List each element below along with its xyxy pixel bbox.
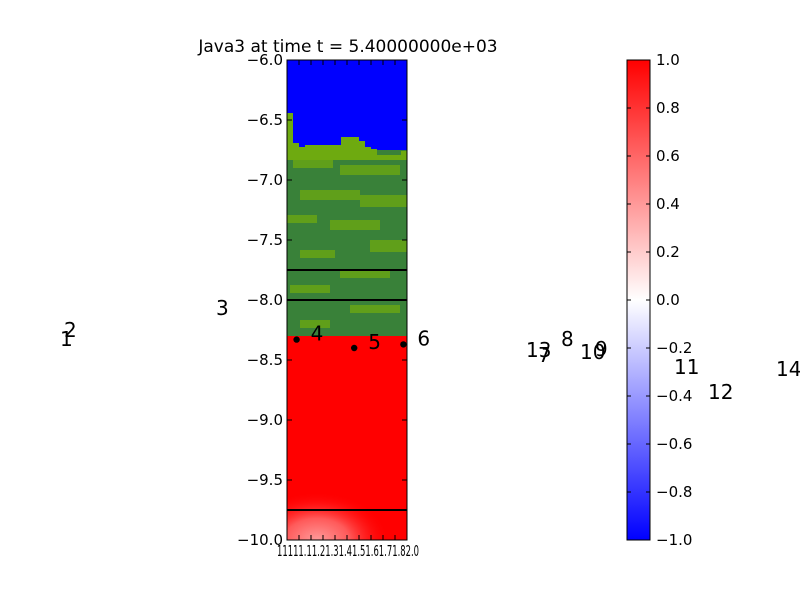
lower-fade — [287, 460, 407, 540]
vegetation-edge-cell — [287, 113, 293, 160]
vegetation-streak — [330, 220, 380, 230]
y-tick-label: −9.5 — [247, 471, 283, 489]
vegetation-edge-cell — [347, 137, 353, 160]
x-axis — [286, 60, 408, 540]
y-tick-label: −10.0 — [237, 531, 283, 549]
colorbar: −1.0 −0.8 −0.6 −0.4 −0.2 0.0 0.2 0.4 0.6 0.8 1.0 — [626, 51, 692, 549]
colorbar-tick-label: 0.0 — [656, 291, 680, 309]
vegetation-edge-cell — [365, 147, 371, 160]
outside-label: 14 — [776, 357, 800, 381]
chart-title: Java3 at time t = 5.40000000e+03 — [197, 37, 497, 57]
outside-label: 7 — [538, 343, 551, 367]
vegetation-edge-cell — [389, 155, 395, 160]
vegetation-streak — [340, 165, 400, 175]
vegetation-edge-cell — [383, 155, 389, 160]
vegetation-streak — [290, 285, 330, 293]
vegetation-edge-cell — [329, 145, 335, 160]
vegetation-edge-cell — [293, 143, 299, 160]
colorbar-tick-label: 0.8 — [656, 99, 680, 117]
vegetation-streak — [350, 305, 400, 313]
vegetation-edge-cell — [371, 149, 377, 160]
vegetation-edge-cell — [311, 145, 317, 160]
y-tick-label: −9.0 — [247, 411, 283, 429]
vegetation-edge-cell — [317, 145, 323, 160]
vegetation-texture — [287, 160, 407, 328]
vegetation-edge-cell — [377, 155, 383, 160]
vegetation-edge-cell — [401, 151, 407, 160]
y-tick-label: −7.0 — [247, 171, 283, 189]
colorbar-tick-label: −0.2 — [656, 339, 692, 357]
y-axis: −6.0 −6.5 −7.0 −7.5 −8.0 −8.5 −9.0 −9.5 −10.0 — [237, 51, 407, 549]
plot-area — [287, 60, 407, 540]
vegetation-edge-cell — [323, 145, 329, 160]
outside-label: 8 — [561, 327, 574, 351]
vegetation-edge-cell — [359, 141, 365, 160]
colorbar-tick-label: −0.6 — [656, 435, 692, 453]
colorbar-tick-label: −1.0 — [656, 531, 692, 549]
vegetation-streak — [293, 160, 333, 168]
outside-label: 11 — [674, 355, 699, 379]
vegetation-edge-cell — [353, 137, 359, 160]
vegetation-streak — [300, 190, 360, 200]
y-tick-label: −7.5 — [247, 231, 283, 249]
vegetation-streak — [370, 240, 407, 252]
vegetation-edge-cell — [299, 147, 305, 160]
outside-label: 9 — [595, 337, 608, 361]
colorbar-tick-label: 0.4 — [656, 195, 680, 213]
outside-label: 12 — [708, 380, 733, 404]
point-marker — [351, 344, 358, 352]
colorbar-tick-label: 0.6 — [656, 147, 680, 165]
vegetation-edge-cell — [341, 137, 347, 160]
y-tick-label: −6.5 — [247, 111, 283, 129]
x-axis-tick-labels: 11111.11.21.31.41.51.61.71.82.0 — [277, 542, 419, 560]
region-upper — [287, 60, 407, 150]
colorbar-tick-label: −0.4 — [656, 387, 692, 405]
point-label: 5 — [368, 330, 381, 354]
vegetation-top-edge — [287, 113, 407, 160]
colorbar-tick-label: 0.2 — [656, 243, 680, 261]
outside-label: 2 — [64, 318, 77, 342]
point-label: 4 — [311, 322, 324, 346]
vegetation-streak — [360, 195, 407, 207]
point-marker — [293, 336, 300, 343]
colorbar-tick-label: −0.8 — [656, 483, 692, 501]
vegetation-edge-cell — [305, 145, 311, 160]
y-tick-label: −8.5 — [247, 351, 283, 369]
outside-label: 3 — [216, 296, 229, 320]
vegetation-streak — [300, 320, 330, 328]
point-marker — [400, 341, 407, 348]
vegetation-streak — [300, 250, 335, 258]
colorbar-tick-label: 1.0 — [656, 51, 680, 69]
point-label: 6 — [417, 326, 430, 350]
vegetation-edge-cell — [395, 155, 401, 160]
vegetation-streak — [287, 215, 317, 223]
observation-points: 4 5 6 — [293, 322, 430, 354]
vegetation-streak — [340, 270, 390, 278]
outside-label: 1 — [60, 327, 73, 351]
y-tick-label: −6.0 — [247, 51, 283, 69]
outside-label: 13 — [526, 338, 551, 362]
outside-label: 10 — [580, 340, 605, 364]
y-tick-label: −8.0 — [247, 291, 283, 309]
vegetation-edge-cell — [335, 145, 341, 160]
